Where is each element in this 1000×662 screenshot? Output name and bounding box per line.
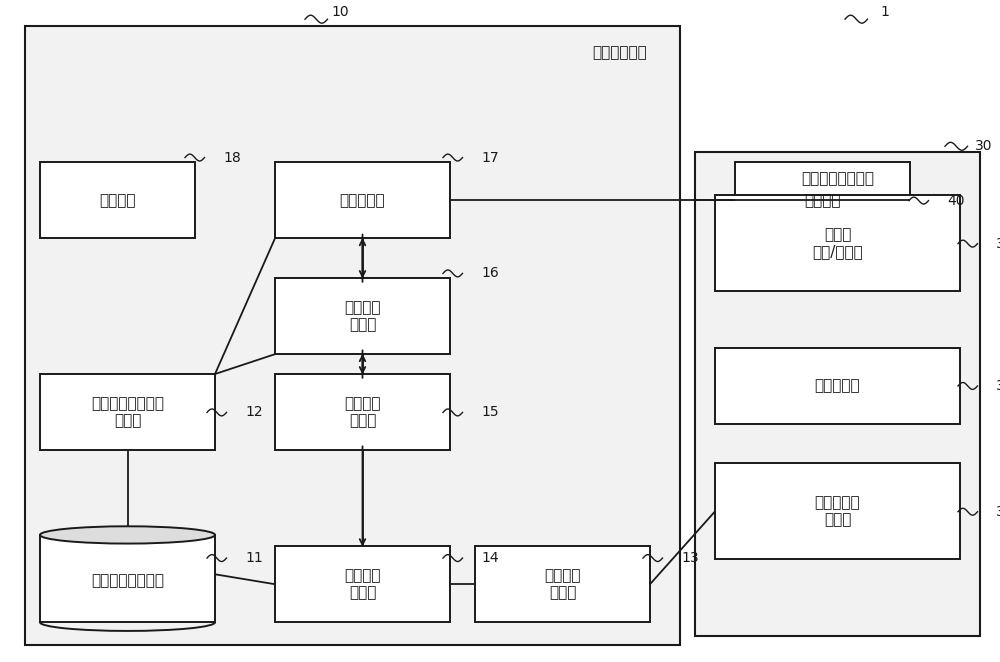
Text: 运行管理部: 运行管理部 xyxy=(815,378,860,393)
Text: 40: 40 xyxy=(947,193,965,208)
Text: 30: 30 xyxy=(975,139,992,154)
Bar xyxy=(715,348,960,424)
Bar xyxy=(40,162,195,238)
Text: 管制信息管理装置: 管制信息管理装置 xyxy=(801,171,874,186)
Bar xyxy=(25,26,680,645)
Text: 传感器信息
取得部: 传感器信息 取得部 xyxy=(815,495,860,528)
Text: 16: 16 xyxy=(481,266,499,281)
Bar xyxy=(40,374,215,450)
Text: 移动体
追踪/识别部: 移动体 追踪/识别部 xyxy=(812,227,863,260)
Bar xyxy=(475,546,650,622)
Bar xyxy=(275,278,450,354)
Text: 32: 32 xyxy=(996,379,1000,393)
Text: 显示控制部: 显示控制部 xyxy=(340,193,385,208)
Text: 显示装置: 显示装置 xyxy=(804,193,841,208)
Text: 行驶路径构造数据: 行驶路径构造数据 xyxy=(91,573,164,588)
Text: 行驶路径构造数据
取得部: 行驶路径构造数据 取得部 xyxy=(91,396,164,428)
Bar xyxy=(715,463,960,559)
Bar xyxy=(275,162,450,238)
Bar xyxy=(715,195,960,291)
Text: 33: 33 xyxy=(996,504,1000,519)
Text: 11: 11 xyxy=(245,551,263,565)
Text: 10: 10 xyxy=(331,5,349,19)
Bar xyxy=(735,162,910,238)
Text: 12: 12 xyxy=(245,405,263,420)
Ellipse shape xyxy=(40,526,215,544)
Text: 1: 1 xyxy=(880,5,889,19)
Text: 异常接近
估计部: 异常接近 估计部 xyxy=(344,300,381,332)
Text: 输入装置: 输入装置 xyxy=(99,193,136,208)
Text: 预测轨迹
取得部: 预测轨迹 取得部 xyxy=(344,396,381,428)
Text: 17: 17 xyxy=(481,150,499,165)
Bar xyxy=(40,535,215,622)
Text: 18: 18 xyxy=(223,150,241,165)
Bar xyxy=(695,152,980,636)
Text: 预测轨迹
估计部: 预测轨迹 估计部 xyxy=(344,568,381,600)
Text: 显示控制装置: 显示控制装置 xyxy=(593,46,647,60)
Bar xyxy=(275,546,450,622)
Text: 13: 13 xyxy=(681,551,699,565)
Text: 15: 15 xyxy=(481,405,499,420)
Text: 14: 14 xyxy=(481,551,499,565)
Bar xyxy=(275,374,450,450)
Text: 31: 31 xyxy=(996,236,1000,251)
Text: 管制信息
取得部: 管制信息 取得部 xyxy=(544,568,581,600)
